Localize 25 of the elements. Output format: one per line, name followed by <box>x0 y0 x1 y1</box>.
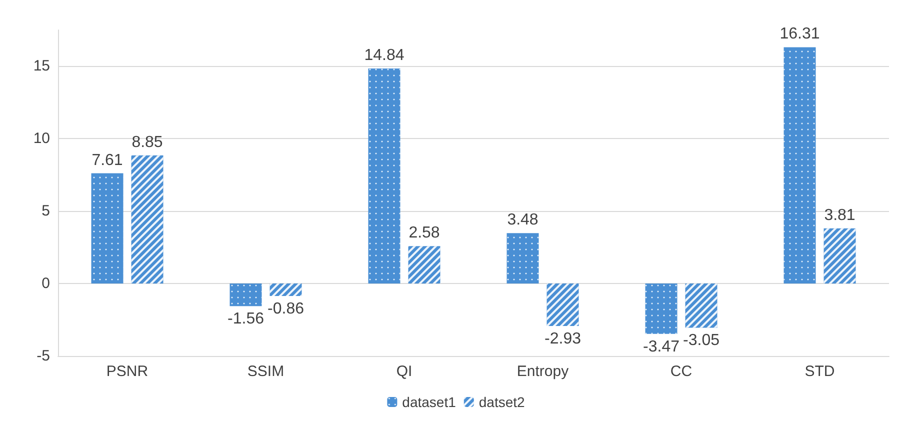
x-tick-label: PSNR <box>106 363 148 380</box>
data-label: -3.05 <box>683 332 720 350</box>
data-label: 7.61 <box>92 152 123 169</box>
x-tick-label: Entropy <box>516 363 570 380</box>
data-label: 8.85 <box>132 134 163 151</box>
x-tick-label: CC <box>670 363 692 380</box>
legend-label: datset2 <box>478 394 526 410</box>
data-label: 2.58 <box>408 224 440 242</box>
data-label: -0.86 <box>268 300 304 318</box>
x-tick-label: QI <box>396 363 412 380</box>
y-tick-label: -5 <box>36 348 50 364</box>
x-tick-label: STD <box>804 363 835 380</box>
data-label: 3.48 <box>507 212 538 229</box>
y-tick-label: 15 <box>33 58 50 75</box>
y-tick-label: 10 <box>33 130 50 148</box>
data-label: -1.56 <box>228 310 264 328</box>
data-label: -3.47 <box>643 338 680 356</box>
legend-label: dataset1 <box>402 394 456 410</box>
data-label: -2.93 <box>544 330 582 348</box>
x-tick-label: SSIM <box>247 363 284 380</box>
y-tick-label: 5 <box>42 202 50 220</box>
data-label: 16.31 <box>780 26 820 43</box>
data-label: 14.84 <box>364 47 404 64</box>
data-label: 3.81 <box>824 206 856 224</box>
y-tick-label: 0 <box>42 275 50 292</box>
